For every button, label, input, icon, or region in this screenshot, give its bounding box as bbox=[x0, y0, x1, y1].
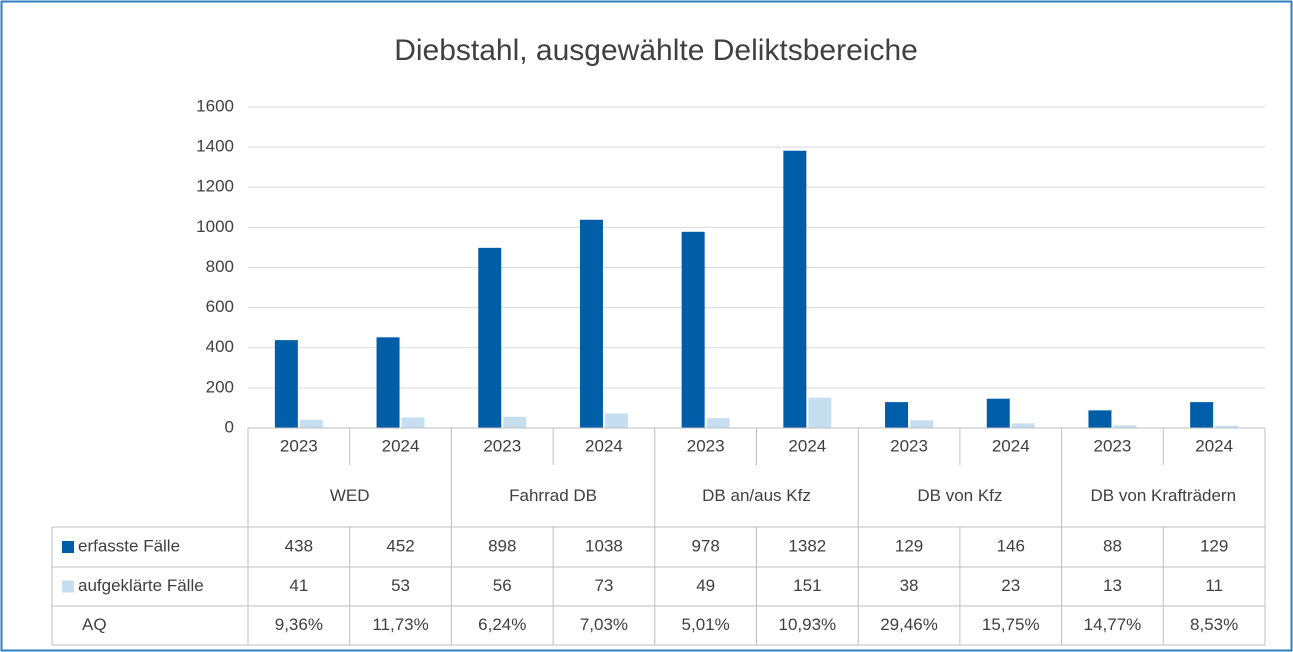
table-cell: 6,24% bbox=[478, 615, 526, 634]
legend-label: aufgeklärte Fälle bbox=[78, 576, 204, 595]
x-tick-label: 2024 bbox=[788, 436, 826, 455]
legend-label: erfasste Fälle bbox=[78, 536, 180, 555]
table-cell: 88 bbox=[1103, 536, 1122, 555]
bar bbox=[1011, 423, 1035, 428]
table-cell: 7,03% bbox=[580, 615, 628, 634]
group-label: DB an/aus Kfz bbox=[702, 486, 811, 505]
table-cell: 438 bbox=[285, 536, 313, 555]
y-tick-label: 400 bbox=[206, 337, 234, 356]
group-label-box: DB von Kfz bbox=[917, 486, 1003, 505]
legend-swatch bbox=[62, 541, 74, 553]
bar bbox=[783, 150, 807, 428]
table-cell: 898 bbox=[488, 536, 516, 555]
table-cell: 14,77% bbox=[1084, 615, 1142, 634]
row-label: AQ bbox=[82, 615, 107, 634]
table-cell: 1382 bbox=[788, 536, 826, 555]
x-tick-label: 2024 bbox=[1195, 436, 1233, 455]
bar bbox=[604, 413, 628, 428]
x-tick-label: 2023 bbox=[1094, 436, 1132, 455]
group-label-box: DB von Krafträdern bbox=[1090, 486, 1237, 505]
table-cell: 978 bbox=[691, 536, 719, 555]
table-cell: 151 bbox=[793, 576, 821, 595]
bar bbox=[986, 398, 1010, 428]
bar bbox=[706, 418, 730, 428]
bar bbox=[401, 417, 425, 428]
table-cell: 15,75% bbox=[982, 615, 1040, 634]
group-label-box: DB an/aus Kfz bbox=[702, 486, 811, 505]
bar bbox=[808, 397, 832, 428]
table-cell: 146 bbox=[997, 536, 1025, 555]
group-label: DB von Kfz bbox=[917, 486, 1003, 505]
bar bbox=[376, 337, 400, 428]
x-tick-label: 2024 bbox=[382, 436, 420, 455]
table-cell: 9,36% bbox=[275, 615, 323, 634]
table-cell: 49 bbox=[696, 576, 715, 595]
table-cell: 10,93% bbox=[779, 615, 837, 634]
y-tick-label: 600 bbox=[206, 297, 234, 316]
x-tick-label: 2023 bbox=[280, 436, 318, 455]
table-cell: 23 bbox=[1001, 576, 1020, 595]
x-tick-label: 2024 bbox=[992, 436, 1030, 455]
bar bbox=[579, 219, 603, 428]
bar bbox=[1113, 425, 1137, 428]
y-tick-label: 1600 bbox=[196, 96, 234, 115]
table-cell: 129 bbox=[895, 536, 923, 555]
table-cell: 29,46% bbox=[880, 615, 938, 634]
group-label-box: Fahrrad DB bbox=[509, 486, 598, 505]
bar bbox=[885, 402, 909, 428]
table-cell: 11,73% bbox=[372, 615, 428, 634]
table-cell: 38 bbox=[900, 576, 919, 595]
group-label: Fahrrad DB bbox=[509, 486, 598, 505]
bar bbox=[299, 419, 323, 428]
x-tick-label: 2023 bbox=[483, 436, 521, 455]
table-cell: 8,53% bbox=[1190, 615, 1238, 634]
x-tick-label: 2024 bbox=[585, 436, 623, 455]
table-cell: 452 bbox=[386, 536, 414, 555]
x-tick-label: 2023 bbox=[890, 436, 928, 455]
table-cell: 129 bbox=[1200, 536, 1228, 555]
bar bbox=[478, 247, 502, 428]
bar bbox=[503, 416, 527, 428]
table-cell: 5,01% bbox=[682, 615, 730, 634]
table-cell: 13 bbox=[1103, 576, 1122, 595]
bar bbox=[681, 231, 705, 428]
table-cell: 1038 bbox=[585, 536, 623, 555]
group-label: DB von Krafträdern bbox=[1090, 486, 1237, 505]
table-cell: 41 bbox=[289, 576, 308, 595]
table-cell: 53 bbox=[391, 576, 410, 595]
y-tick-label: 1000 bbox=[196, 217, 234, 236]
group-label: WED bbox=[329, 486, 370, 505]
table-cell: 56 bbox=[493, 576, 512, 595]
bar bbox=[1088, 410, 1112, 428]
y-tick-label: 800 bbox=[206, 257, 234, 276]
bar bbox=[274, 340, 298, 428]
chart-title: Diebstahl, ausgewählte Deliktsbereiche bbox=[394, 34, 918, 67]
legend-swatch bbox=[62, 580, 74, 593]
bar bbox=[1215, 425, 1239, 428]
group-label-box: WED bbox=[329, 486, 370, 505]
x-tick-label: 2023 bbox=[687, 436, 725, 455]
y-tick-label: 1400 bbox=[196, 137, 234, 156]
y-tick-label: 200 bbox=[206, 377, 234, 396]
bar bbox=[1190, 402, 1214, 428]
bar bbox=[910, 420, 934, 428]
y-tick-label: 0 bbox=[225, 417, 234, 436]
table-cell: 11 bbox=[1205, 576, 1223, 595]
y-tick-label: 1200 bbox=[196, 177, 234, 196]
table-cell: 73 bbox=[594, 576, 613, 595]
